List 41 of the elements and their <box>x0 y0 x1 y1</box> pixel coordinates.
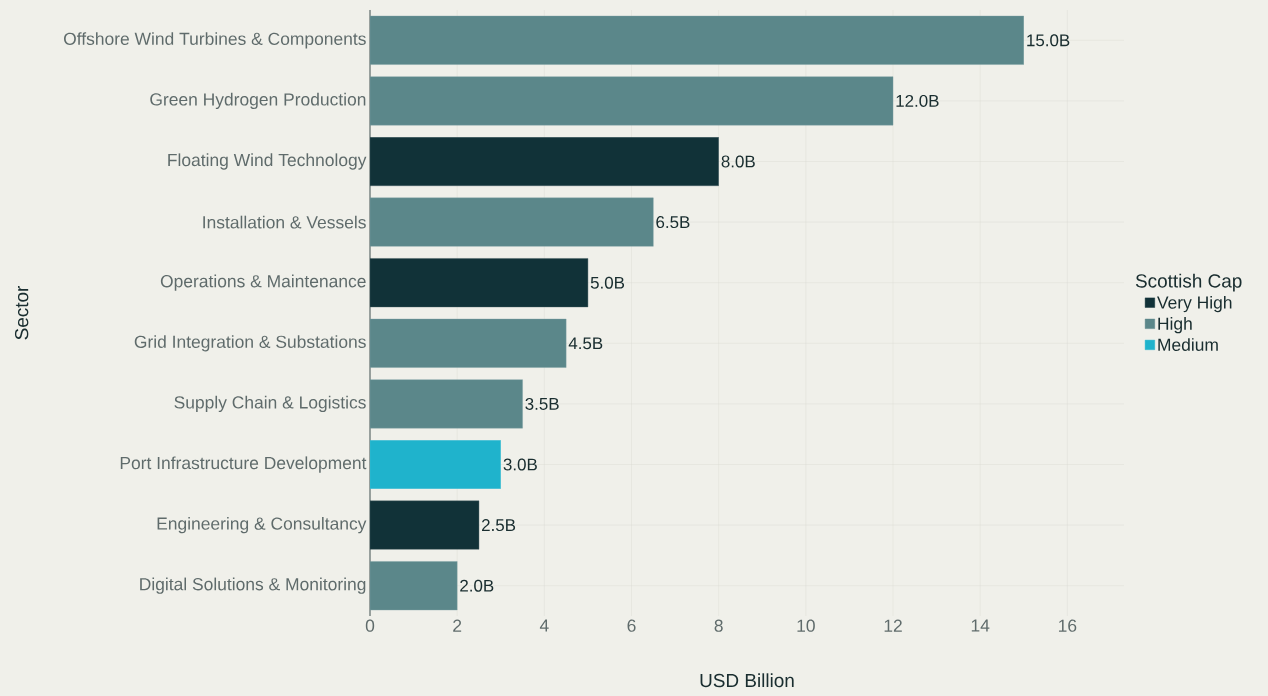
legend-label: Medium <box>1158 338 1218 351</box>
y-tick-label: Floating Wind Technology <box>168 153 367 170</box>
x-axis-title: USD Billion <box>700 673 794 688</box>
data-label: 3.5B <box>525 397 559 410</box>
y-tick-label: Port Infrastructure Development <box>120 456 367 473</box>
data-label: 8.0B <box>721 155 755 168</box>
data-label: 15.0B <box>1027 34 1070 47</box>
y-tick-label: Supply Chain & Logistics <box>174 395 366 413</box>
y-axis-title: Sector <box>14 285 29 340</box>
x-tick-label: 10 <box>797 619 815 632</box>
data-label: 12.0B <box>896 94 939 107</box>
data-label: 2.0B <box>460 579 494 592</box>
data-label: 2.5B <box>482 519 516 532</box>
bar <box>370 76 894 126</box>
bar <box>370 561 458 611</box>
y-tick-label: Digital Solutions & Monitoring <box>140 577 366 594</box>
data-label: 3.0B <box>503 458 537 471</box>
x-tick-label: 6 <box>627 619 636 632</box>
x-tick-label: 4 <box>539 619 549 632</box>
bar <box>370 197 654 247</box>
y-tick-label: Green Hydrogen Production <box>150 92 366 110</box>
bar <box>370 318 567 368</box>
x-tick-label: 12 <box>884 619 902 632</box>
data-label: 6.5B <box>656 216 690 229</box>
x-tick-label: 2 <box>453 619 462 632</box>
x-tick-label: 8 <box>714 619 723 632</box>
x-tick-label: 0 <box>365 619 375 632</box>
y-tick-label: Engineering & Consultancy <box>157 516 367 534</box>
x-tick-label: 14 <box>971 619 990 632</box>
x-tick-label: 16 <box>1058 619 1077 632</box>
legend-label: Very High <box>1157 295 1232 313</box>
legend-label: High <box>1158 317 1192 334</box>
bar <box>370 379 523 429</box>
y-tick-label: Installation & Vessels <box>203 215 366 229</box>
y-tick-label: Grid Integration & Substations <box>134 335 366 352</box>
bar <box>370 15 1024 65</box>
y-tick-label: Offshore Wind Turbines & Components <box>64 32 366 49</box>
legend-title: Scottish Cap <box>1135 273 1242 292</box>
y-tick-label: Operations & Maintenance <box>160 274 366 291</box>
data-label: 5.0B <box>590 276 625 289</box>
data-label: 4.5B <box>568 337 603 350</box>
